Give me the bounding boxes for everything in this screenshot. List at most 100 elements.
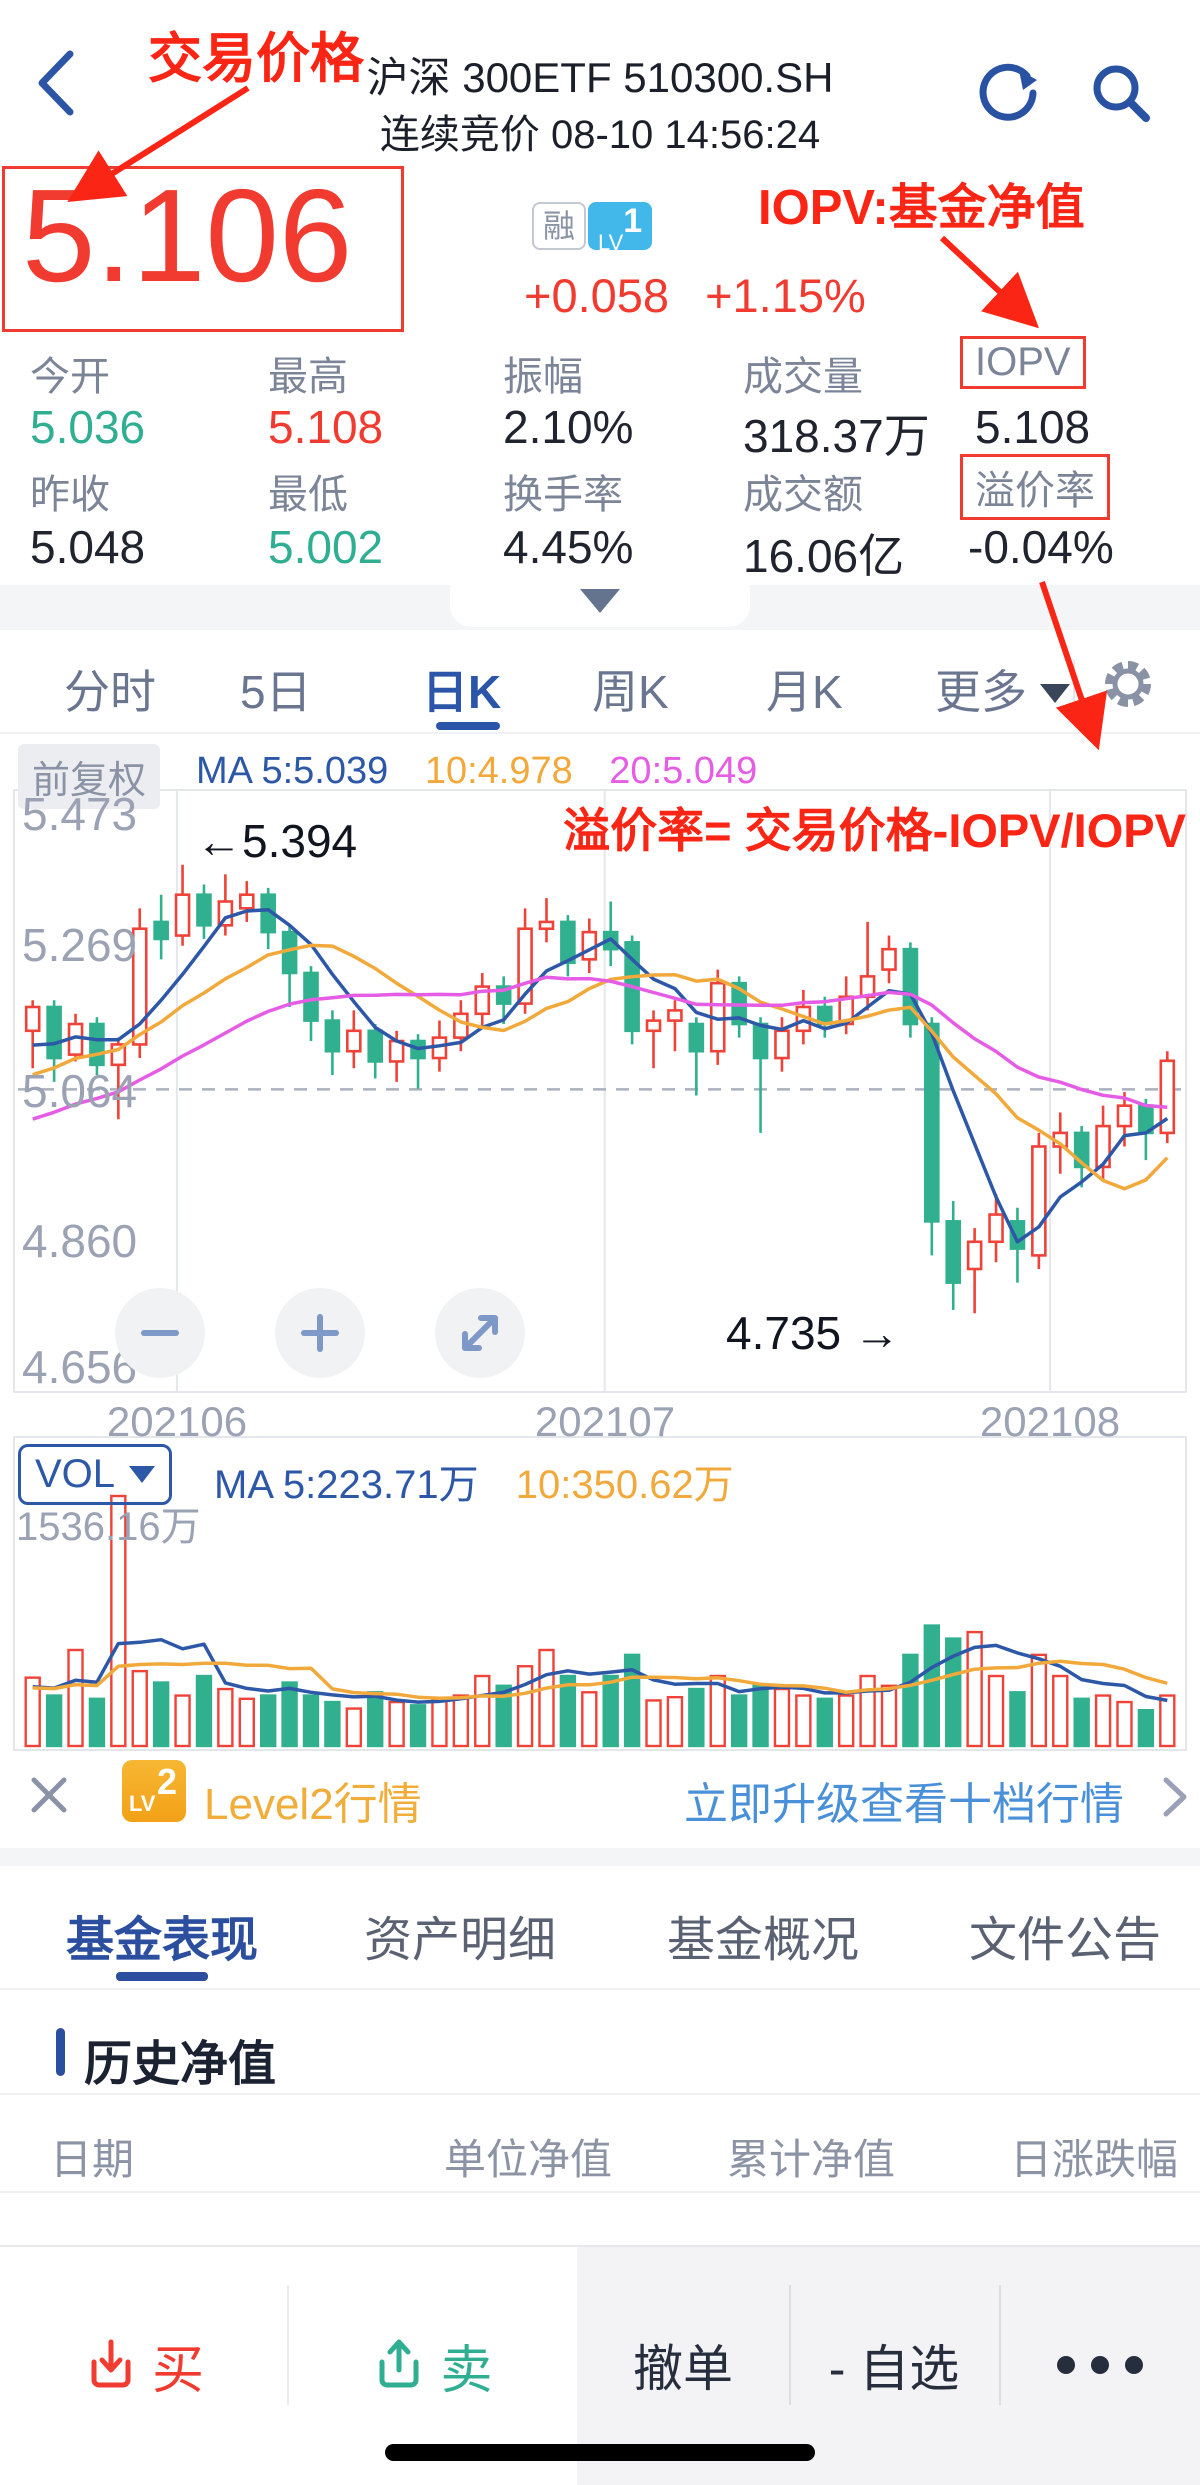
ma5-legend: MA 5:5.039 <box>196 750 389 792</box>
more-caret-icon <box>1040 684 1070 703</box>
stat-value-volume: 318.37万 <box>743 410 930 462</box>
tab-fund-overview[interactable]: 基金概况 <box>667 1914 860 1967</box>
stat-label-amount: 成交额 <box>743 473 863 517</box>
home-indicator <box>385 2444 815 2461</box>
tab-documents[interactable]: 文件公告 <box>969 1914 1162 1967</box>
stat-label-iopv: IOPV <box>960 336 1086 389</box>
stat-label-low: 最低 <box>268 473 348 517</box>
watchlist-label: - 自选 <box>828 2341 960 2397</box>
plus-icon <box>301 1314 339 1352</box>
level2-chevron[interactable] <box>1158 1774 1192 1825</box>
refresh-icon <box>979 63 1037 121</box>
tab-daily-k[interactable]: 日K <box>422 666 502 718</box>
stat-label-open: 今开 <box>30 355 110 399</box>
sell-label: 卖 <box>440 2341 493 2400</box>
active-tab-underline <box>436 722 500 730</box>
tab-minute[interactable]: 分时 <box>64 666 156 718</box>
low-price-annotation: 4.735 → <box>726 1307 900 1359</box>
page-title: 沪深 300ETF 510300.SH <box>366 54 834 101</box>
more-actions-button[interactable] <box>999 2310 1200 2420</box>
level2-label: Level2行情 <box>204 1780 422 1829</box>
tab-monthly-k[interactable]: 月K <box>766 666 843 718</box>
buy-button[interactable]: 买 <box>0 2310 288 2420</box>
stat-value-high: 5.108 <box>268 401 384 453</box>
watchlist-more-divider <box>999 2285 1001 2405</box>
vol-ma10-legend: 10:350.62万 <box>515 1463 734 1507</box>
close-icon <box>31 1777 67 1813</box>
tab-5day[interactable]: 5日 <box>240 666 312 718</box>
zoom-in-button[interactable] <box>275 1288 365 1378</box>
volume-indicator-selector[interactable]: VOL <box>18 1444 173 1505</box>
stat-value-low: 5.002 <box>268 521 384 573</box>
price-change-pct: +1.15% <box>705 269 866 322</box>
cancel-order-label: 撤单 <box>633 2341 733 2397</box>
stat-value-turnover: 4.45% <box>503 521 634 573</box>
x-axis-label-2: 202107 <box>534 1398 676 1445</box>
page-subtitle: 连续竞价 08-10 14:56:24 <box>379 113 821 157</box>
level2-close-button[interactable] <box>26 1772 72 1823</box>
tabs-divider <box>1073 660 1075 706</box>
zoom-out-button[interactable] <box>115 1288 205 1378</box>
search-icon <box>1093 65 1150 122</box>
vol-label: VOL <box>35 1452 116 1496</box>
chart-settings-button[interactable] <box>1098 654 1158 719</box>
cancel-watchlist-divider <box>789 2285 791 2405</box>
section-divider-band <box>0 1848 1200 1866</box>
volume-max-label: 1536.16万 <box>16 1505 201 1549</box>
level2-badge: LV 2 <box>122 1760 186 1822</box>
ma20-legend: 20:5.049 <box>609 750 758 792</box>
watchlist-button[interactable]: - 自选 <box>789 2310 999 2420</box>
active-fund-tab-underline <box>116 1972 208 1981</box>
adjust-mode-button[interactable]: 前复权 <box>18 744 161 809</box>
collapse-stats-button[interactable] <box>450 585 750 627</box>
table-header-divider <box>0 2191 1200 2193</box>
tab-fund-performance[interactable]: 基金表现 <box>66 1914 259 1967</box>
tab-weekly-k[interactable]: 周K <box>592 666 669 718</box>
chevron-right-icon <box>1163 1777 1187 1817</box>
buy-arrow-icon <box>91 2339 131 2388</box>
collapse-arrow-icon <box>580 589 620 613</box>
history-title-divider <box>0 2093 1200 2095</box>
x-axis-label-3: 202108 <box>979 1398 1121 1445</box>
price-annotation-label: 交易价格 <box>148 29 364 89</box>
fund-tabs-divider <box>0 1988 1200 1990</box>
buy-sell-divider <box>287 2285 289 2405</box>
margin-badge: 融 <box>532 202 587 250</box>
iopv-annotation-arrow <box>939 235 1039 329</box>
stat-value-open: 5.036 <box>30 401 146 453</box>
stat-value-premium: -0.04% <box>968 521 1114 573</box>
buy-label: 买 <box>151 2341 204 2400</box>
stat-label-prev-close: 昨收 <box>30 473 110 517</box>
expand-icon <box>462 1315 498 1351</box>
y-axis-label-1: 5.473 <box>22 788 138 840</box>
iopv-annotation-label: IOPV:基金净值 <box>758 181 1085 235</box>
stat-label-volume: 成交量 <box>743 355 863 399</box>
ma-legend: MA 5:5.039 10:4.978 20:5.049 <box>196 750 757 793</box>
stat-value-amount: 16.06亿 <box>743 530 905 582</box>
minus-icon <box>141 1330 179 1336</box>
level1-badge-num: 1 <box>623 202 643 240</box>
stat-label-premium: 溢价率 <box>960 454 1110 520</box>
price-change: +0.058 <box>524 269 670 322</box>
search-button[interactable] <box>1088 60 1154 131</box>
tab-more[interactable]: 更多 <box>935 666 1027 718</box>
level2-upgrade-link[interactable]: 立即升级查看十档行情 <box>684 1780 1124 1829</box>
stat-label-turnover: 换手率 <box>503 473 623 517</box>
cancel-order-button[interactable]: 撤单 <box>577 2310 789 2420</box>
section-accent-bar <box>56 2028 65 2076</box>
level2-badge-num: 2 <box>156 1761 177 1802</box>
level1-badge[interactable]: LV1 <box>588 202 653 255</box>
peak-price-annotation: ←5.394 <box>196 815 358 867</box>
back-chevron-icon <box>38 50 74 116</box>
col-header-date: 日期 <box>50 2136 135 2183</box>
back-button[interactable] <box>32 48 82 123</box>
refresh-button[interactable] <box>975 60 1041 131</box>
fullscreen-button[interactable] <box>435 1288 525 1378</box>
sell-button[interactable]: 卖 <box>288 2310 577 2420</box>
gear-icon <box>1105 661 1151 707</box>
ma10-legend: 10:4.978 <box>424 750 573 792</box>
col-header-unit-nav: 单位净值 <box>443 2136 612 2183</box>
tab-asset-detail[interactable]: 资产明细 <box>364 1914 557 1967</box>
vol-ma5-legend: MA 5:223.71万 <box>214 1463 479 1507</box>
